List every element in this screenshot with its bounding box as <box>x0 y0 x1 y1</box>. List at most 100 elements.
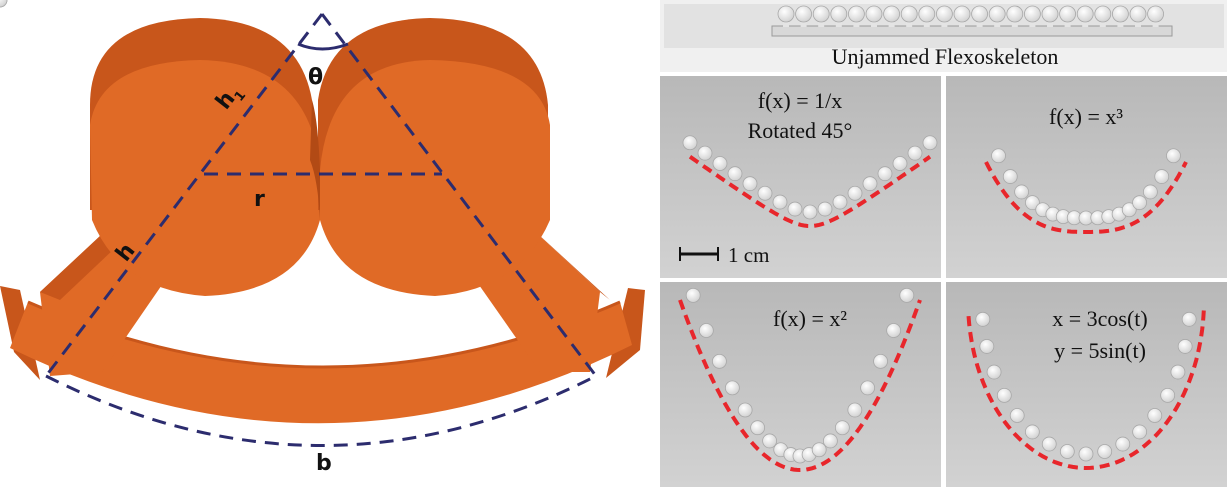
bead <box>742 176 758 192</box>
bead-stem <box>818 18 825 27</box>
bead <box>0 0 8 8</box>
bead <box>996 387 1012 403</box>
scale-bar-label: 1 cm <box>728 243 769 267</box>
segment-diagram: θ h1 h r b <box>0 13 645 476</box>
bead <box>1129 5 1147 23</box>
bead <box>802 204 818 220</box>
bead <box>750 420 766 436</box>
panel-3-equation: f(x) = x² <box>773 306 847 331</box>
bead <box>847 185 863 201</box>
bead <box>817 201 833 217</box>
bead <box>737 402 753 418</box>
panel-1: f(x) = 1/x Rotated 45° 1 cm <box>0 0 941 278</box>
bead <box>847 402 863 418</box>
bead <box>787 201 803 217</box>
bead <box>832 194 848 210</box>
bead <box>724 380 740 396</box>
right-dashed-side <box>320 13 598 377</box>
bead <box>682 135 698 151</box>
bead <box>1166 148 1181 164</box>
bead <box>936 5 953 23</box>
bead <box>860 380 876 396</box>
bead <box>1147 408 1163 423</box>
bead-stem <box>1152 18 1159 27</box>
bead <box>698 323 714 338</box>
left-cylinder <box>90 60 320 296</box>
bead <box>1097 444 1113 459</box>
bead-stem <box>1047 18 1053 27</box>
panel-2-equation: f(x) = x³ <box>1049 104 1123 129</box>
bead <box>892 156 908 171</box>
panel-2-fit-curve <box>984 161 1188 234</box>
bead-stem <box>1011 18 1018 27</box>
bead-stem <box>1029 18 1036 27</box>
bead <box>1112 5 1129 23</box>
bead <box>1115 436 1131 452</box>
strip-beads <box>777 5 1164 27</box>
bead <box>697 145 713 161</box>
bead <box>883 5 900 23</box>
bead <box>899 287 915 303</box>
bead <box>1041 436 1057 452</box>
bead <box>1132 424 1148 440</box>
bead <box>777 5 795 23</box>
bead <box>886 323 902 338</box>
bead <box>1154 169 1170 184</box>
bead <box>1025 195 1040 211</box>
bead <box>762 433 778 449</box>
bead <box>834 420 850 436</box>
bead <box>907 145 923 161</box>
panel-1-fit-curve <box>688 155 932 229</box>
bead <box>848 5 865 23</box>
bead <box>685 287 701 303</box>
bead <box>1078 446 1094 462</box>
bead <box>1002 169 1018 184</box>
bead <box>1147 5 1164 23</box>
bead-stem <box>871 18 877 27</box>
top-photo: Unjammed Flexoskeleton <box>660 0 1227 72</box>
bead-stem <box>906 18 913 27</box>
bead-stem <box>888 18 895 27</box>
flexoskeleton-strip <box>771 25 1173 37</box>
bead <box>953 5 971 23</box>
bead <box>986 364 1002 380</box>
panel-3-beads <box>685 287 915 464</box>
bead-stem <box>959 18 965 27</box>
bead-stem <box>976 18 983 27</box>
bead <box>979 339 995 354</box>
bead <box>1132 195 1147 211</box>
bead <box>865 5 883 23</box>
theta-arc <box>297 42 349 51</box>
panel-2-beads <box>991 148 1181 226</box>
bead <box>795 5 812 23</box>
bead <box>1181 311 1197 327</box>
bead <box>772 194 788 210</box>
bead <box>1059 5 1076 23</box>
bead-stem <box>1082 18 1089 27</box>
bead <box>988 5 1006 23</box>
bead <box>1024 5 1041 23</box>
panel-1-beads <box>0 0 938 220</box>
dashed-lines <box>44 13 598 447</box>
b-label: b <box>316 451 332 476</box>
bead-stem <box>835 18 842 27</box>
theta-label: θ <box>308 65 323 90</box>
bead-stem <box>923 18 930 27</box>
top-caption: Unjammed Flexoskeleton <box>832 44 1059 69</box>
bead-stem <box>783 18 789 27</box>
bead <box>1142 184 1158 200</box>
bead-stem <box>994 18 1001 27</box>
bead-stem <box>1099 18 1106 27</box>
bead <box>862 176 878 192</box>
panel-3-fit-curve <box>678 299 922 473</box>
bead <box>1177 339 1193 354</box>
b-dashed-arc <box>45 374 597 447</box>
bead <box>975 311 991 327</box>
panel-4-beads <box>0 0 1197 462</box>
cylinder-gap-shadow <box>310 100 320 220</box>
panel-3: f(x) = x² <box>660 282 941 487</box>
bead <box>1121 202 1137 218</box>
bead-stem <box>800 18 807 27</box>
